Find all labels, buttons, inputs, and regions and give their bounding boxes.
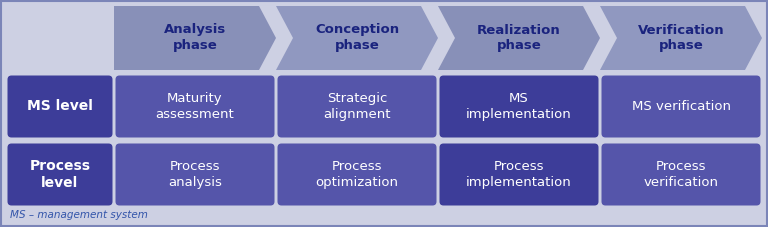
Text: MS verification: MS verification xyxy=(631,100,730,113)
Polygon shape xyxy=(114,6,276,70)
Text: Process
level: Process level xyxy=(29,159,91,190)
Text: Maturity
assessment: Maturity assessment xyxy=(156,92,234,121)
Polygon shape xyxy=(276,6,438,70)
Text: Process
optimization: Process optimization xyxy=(316,160,399,189)
Polygon shape xyxy=(600,6,762,70)
Text: MS level: MS level xyxy=(27,99,93,114)
Polygon shape xyxy=(438,6,600,70)
Text: Analysis
phase: Analysis phase xyxy=(164,24,226,52)
FancyBboxPatch shape xyxy=(8,76,112,138)
Text: Process
implementation: Process implementation xyxy=(466,160,572,189)
Text: Conception
phase: Conception phase xyxy=(315,24,399,52)
Text: Realization
phase: Realization phase xyxy=(477,24,561,52)
Text: Strategic
alignment: Strategic alignment xyxy=(323,92,391,121)
FancyBboxPatch shape xyxy=(115,76,274,138)
FancyBboxPatch shape xyxy=(115,143,274,205)
Text: MS – management system: MS – management system xyxy=(10,210,148,220)
FancyBboxPatch shape xyxy=(277,76,436,138)
FancyBboxPatch shape xyxy=(601,143,760,205)
FancyBboxPatch shape xyxy=(277,143,436,205)
FancyBboxPatch shape xyxy=(601,76,760,138)
Text: MS
implementation: MS implementation xyxy=(466,92,572,121)
Text: Process
analysis: Process analysis xyxy=(168,160,222,189)
FancyBboxPatch shape xyxy=(8,143,112,205)
Text: Process
verification: Process verification xyxy=(644,160,719,189)
Text: Verification
phase: Verification phase xyxy=(637,24,724,52)
FancyBboxPatch shape xyxy=(439,76,598,138)
FancyBboxPatch shape xyxy=(439,143,598,205)
